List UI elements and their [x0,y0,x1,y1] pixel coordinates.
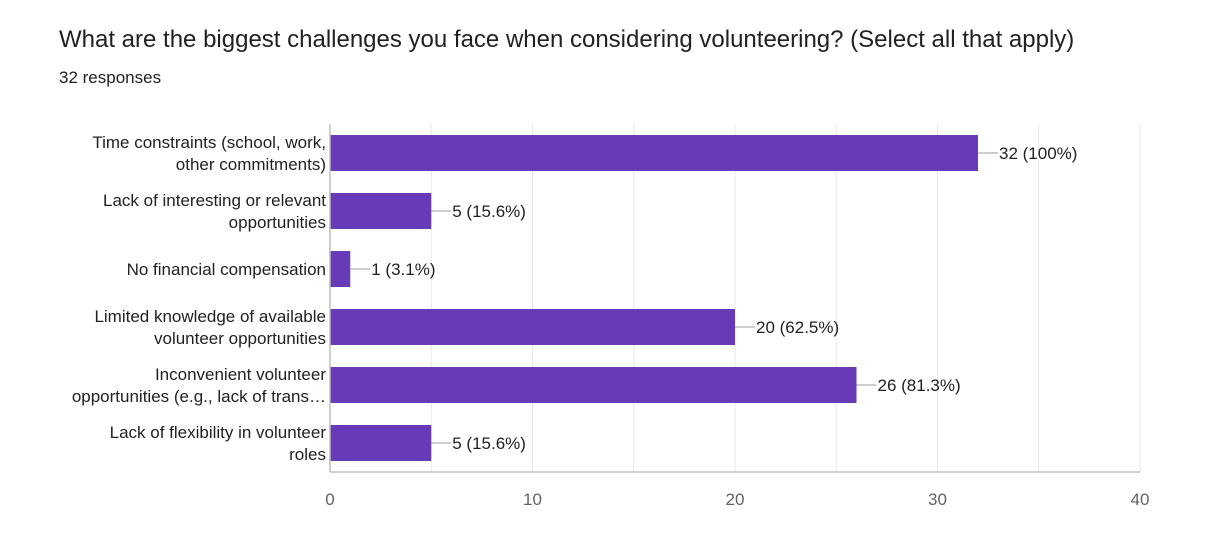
category-label: roles [289,445,326,464]
response-count: 32 responses [59,68,162,87]
category-label: No financial compensation [127,260,326,279]
bar[interactable] [330,251,351,287]
data-label: 5 (15.6%) [452,434,526,453]
x-tick-label: 20 [726,490,745,509]
x-tick-label: 40 [1131,490,1150,509]
x-tick-label: 0 [325,490,334,509]
data-label: 1 (3.1%) [371,260,435,279]
category-label: volunteer opportunities [154,329,326,348]
category-label: Limited knowledge of available [94,307,326,326]
bar[interactable] [330,135,978,171]
bar[interactable] [330,193,432,229]
data-label: 26 (81.3%) [878,376,961,395]
x-tick-label: 30 [928,490,947,509]
data-label: 20 (62.5%) [756,318,839,337]
bar[interactable] [330,367,857,403]
category-label: Time constraints (school, work, [92,133,326,152]
category-label: opportunities [229,213,326,232]
category-label: opportunities (e.g., lack of trans… [72,387,326,406]
bar[interactable] [330,309,735,345]
category-label: other commitments) [176,155,326,174]
category-label: Inconvenient volunteer [155,365,326,384]
category-label: Lack of interesting or relevant [103,191,326,210]
category-label: Lack of flexibility in volunteer [110,423,327,442]
x-tick-label: 10 [523,490,542,509]
bar[interactable] [330,425,432,461]
data-label: 5 (15.6%) [452,202,526,221]
chart-title: What are the biggest challenges you face… [59,26,1075,53]
data-label: 32 (100%) [999,144,1077,163]
